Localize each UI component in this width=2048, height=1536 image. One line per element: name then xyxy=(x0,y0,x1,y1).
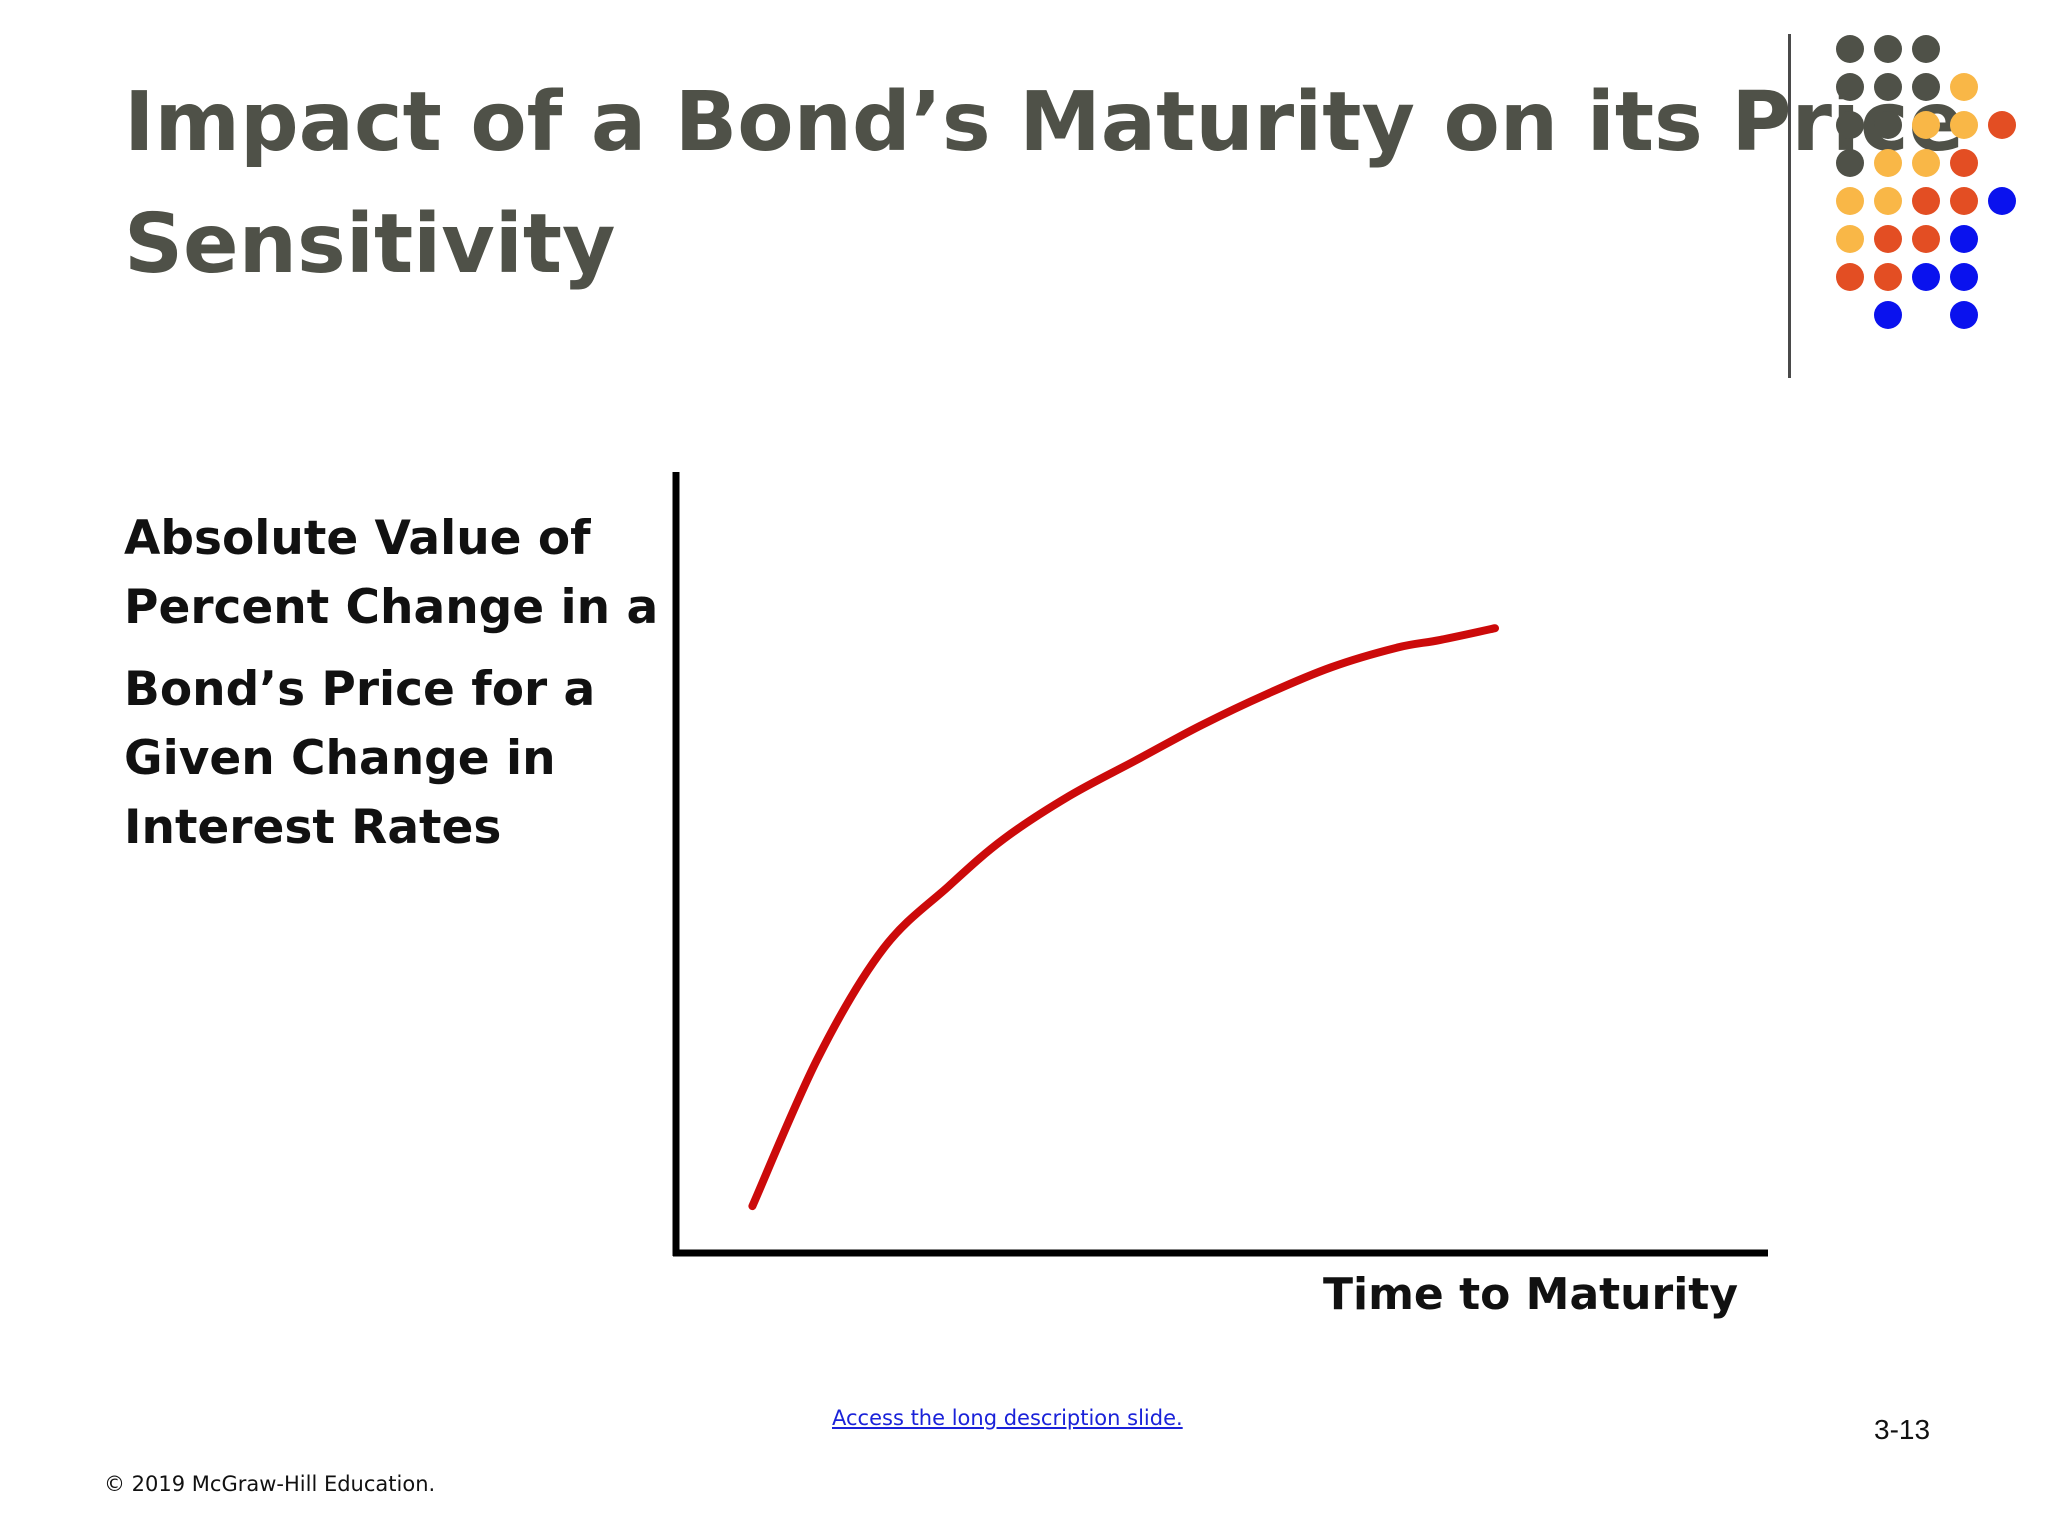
ylabel-line-4: Given Change in xyxy=(124,731,556,786)
ylabel-line-2: Percent Change in a xyxy=(124,580,659,635)
slide-number: 3-13 xyxy=(1874,1414,1931,1445)
ylabel-line-1: Absolute Value of xyxy=(124,511,591,566)
copyright-notice: © 2019 McGraw-Hill Education. xyxy=(104,1472,436,1496)
chart-y-axis-label: Absolute Value of Percent Change in a Bo… xyxy=(124,504,659,862)
title-line-2: Sensitivity xyxy=(124,197,616,292)
title-divider xyxy=(1788,34,1791,378)
title-line-1: Impact of a Bond’s Maturity on its Price xyxy=(124,75,1965,170)
series-line-0 xyxy=(748,624,1499,1211)
x-axis-title: Time to Maturity xyxy=(1323,1269,1738,1320)
ylabel-line-5: Interest Rates xyxy=(124,800,502,855)
ylabel-line-3: Bond’s Price for a xyxy=(124,662,596,717)
page-title: Impact of a Bond’s Maturity on its Price… xyxy=(124,62,1965,306)
maturity-sensitivity-chart: Time to Maturity xyxy=(672,472,1768,1320)
long-description-link[interactable]: Access the long description slide. xyxy=(832,1406,1183,1430)
